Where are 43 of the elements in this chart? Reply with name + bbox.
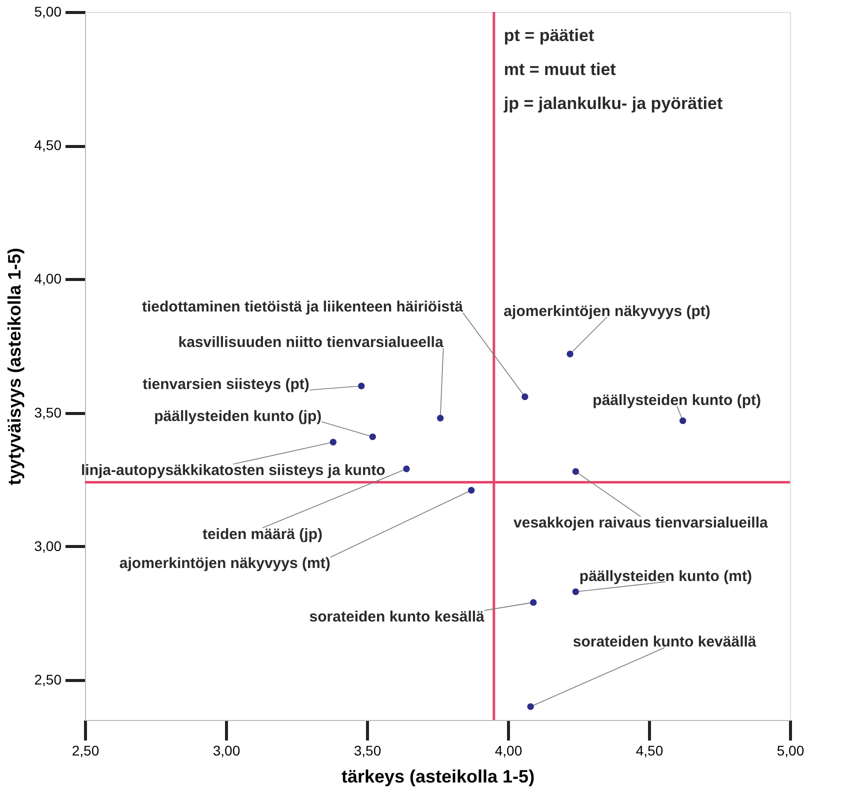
annotation: teiden määrä (jp) [202,526,322,543]
annotation: ajomerkintöjen näkyvyys (pt) [504,302,710,320]
annotation: sorateiden kunto kesällä [309,608,486,626]
annotation: sorateiden kunto keväällä [572,634,757,651]
y-tick-label: 4,50 [34,137,62,154]
point [679,417,686,424]
point [572,468,580,475]
x-axis-title: tärkeys (asteikolla 1-5) [341,766,535,786]
point [403,466,410,472]
point [369,433,376,440]
x-tick-label: 3,50 [354,742,382,758]
y-tick-label: 3,00 [34,538,62,554]
y-tick-label: 5,00 [34,4,62,20]
x-tick-label: 3,00 [212,742,240,758]
point [358,382,365,390]
point [522,393,528,400]
annotation: linja-autopysäkkikatosten siisteys ja kunto [81,462,386,480]
annotation: tiedottaminen tietöistä ja liikenteen häiriöistä [142,298,464,316]
annotation: päällysteiden kunto (pt) [592,392,762,409]
x-tick-label: 5,00 [776,742,804,758]
annotation: päällysteiden kunto (jp) [154,408,322,425]
annotation: tienvarsien siisteys (pt) [142,376,310,394]
annotation: jp = jalankulku- ja pyörätiet [502,94,723,113]
annotation: pt = päätiet [504,26,594,45]
y-tick-label: 3,50 [34,404,62,420]
annotation: päällysteiden kunto (mt) [579,568,752,585]
y-tick-label: 4,00 [34,270,62,287]
point [436,414,444,422]
point [572,588,580,596]
point [527,703,534,710]
y-axis-title: tyytyväisyys (asteikolla 1-5) [4,248,24,486]
x-tick-label: 4,50 [636,742,664,758]
x-tick-label: 2,50 [72,742,100,758]
annotation: mt = muut tiet [504,60,616,79]
annotation: ajomerkintöjen näkyvyys (mt) [119,555,330,572]
point [330,438,337,446]
point [566,350,574,358]
y-tick-label: 2,50 [34,671,62,688]
x-tick-label: 4,00 [494,742,522,758]
point [468,486,475,494]
annotation: kasvillisuuden niitto tienvarsialueella [178,334,444,352]
point [530,599,537,606]
annotation: vesakkojen raivaus tienvarsialueilla [514,514,768,532]
